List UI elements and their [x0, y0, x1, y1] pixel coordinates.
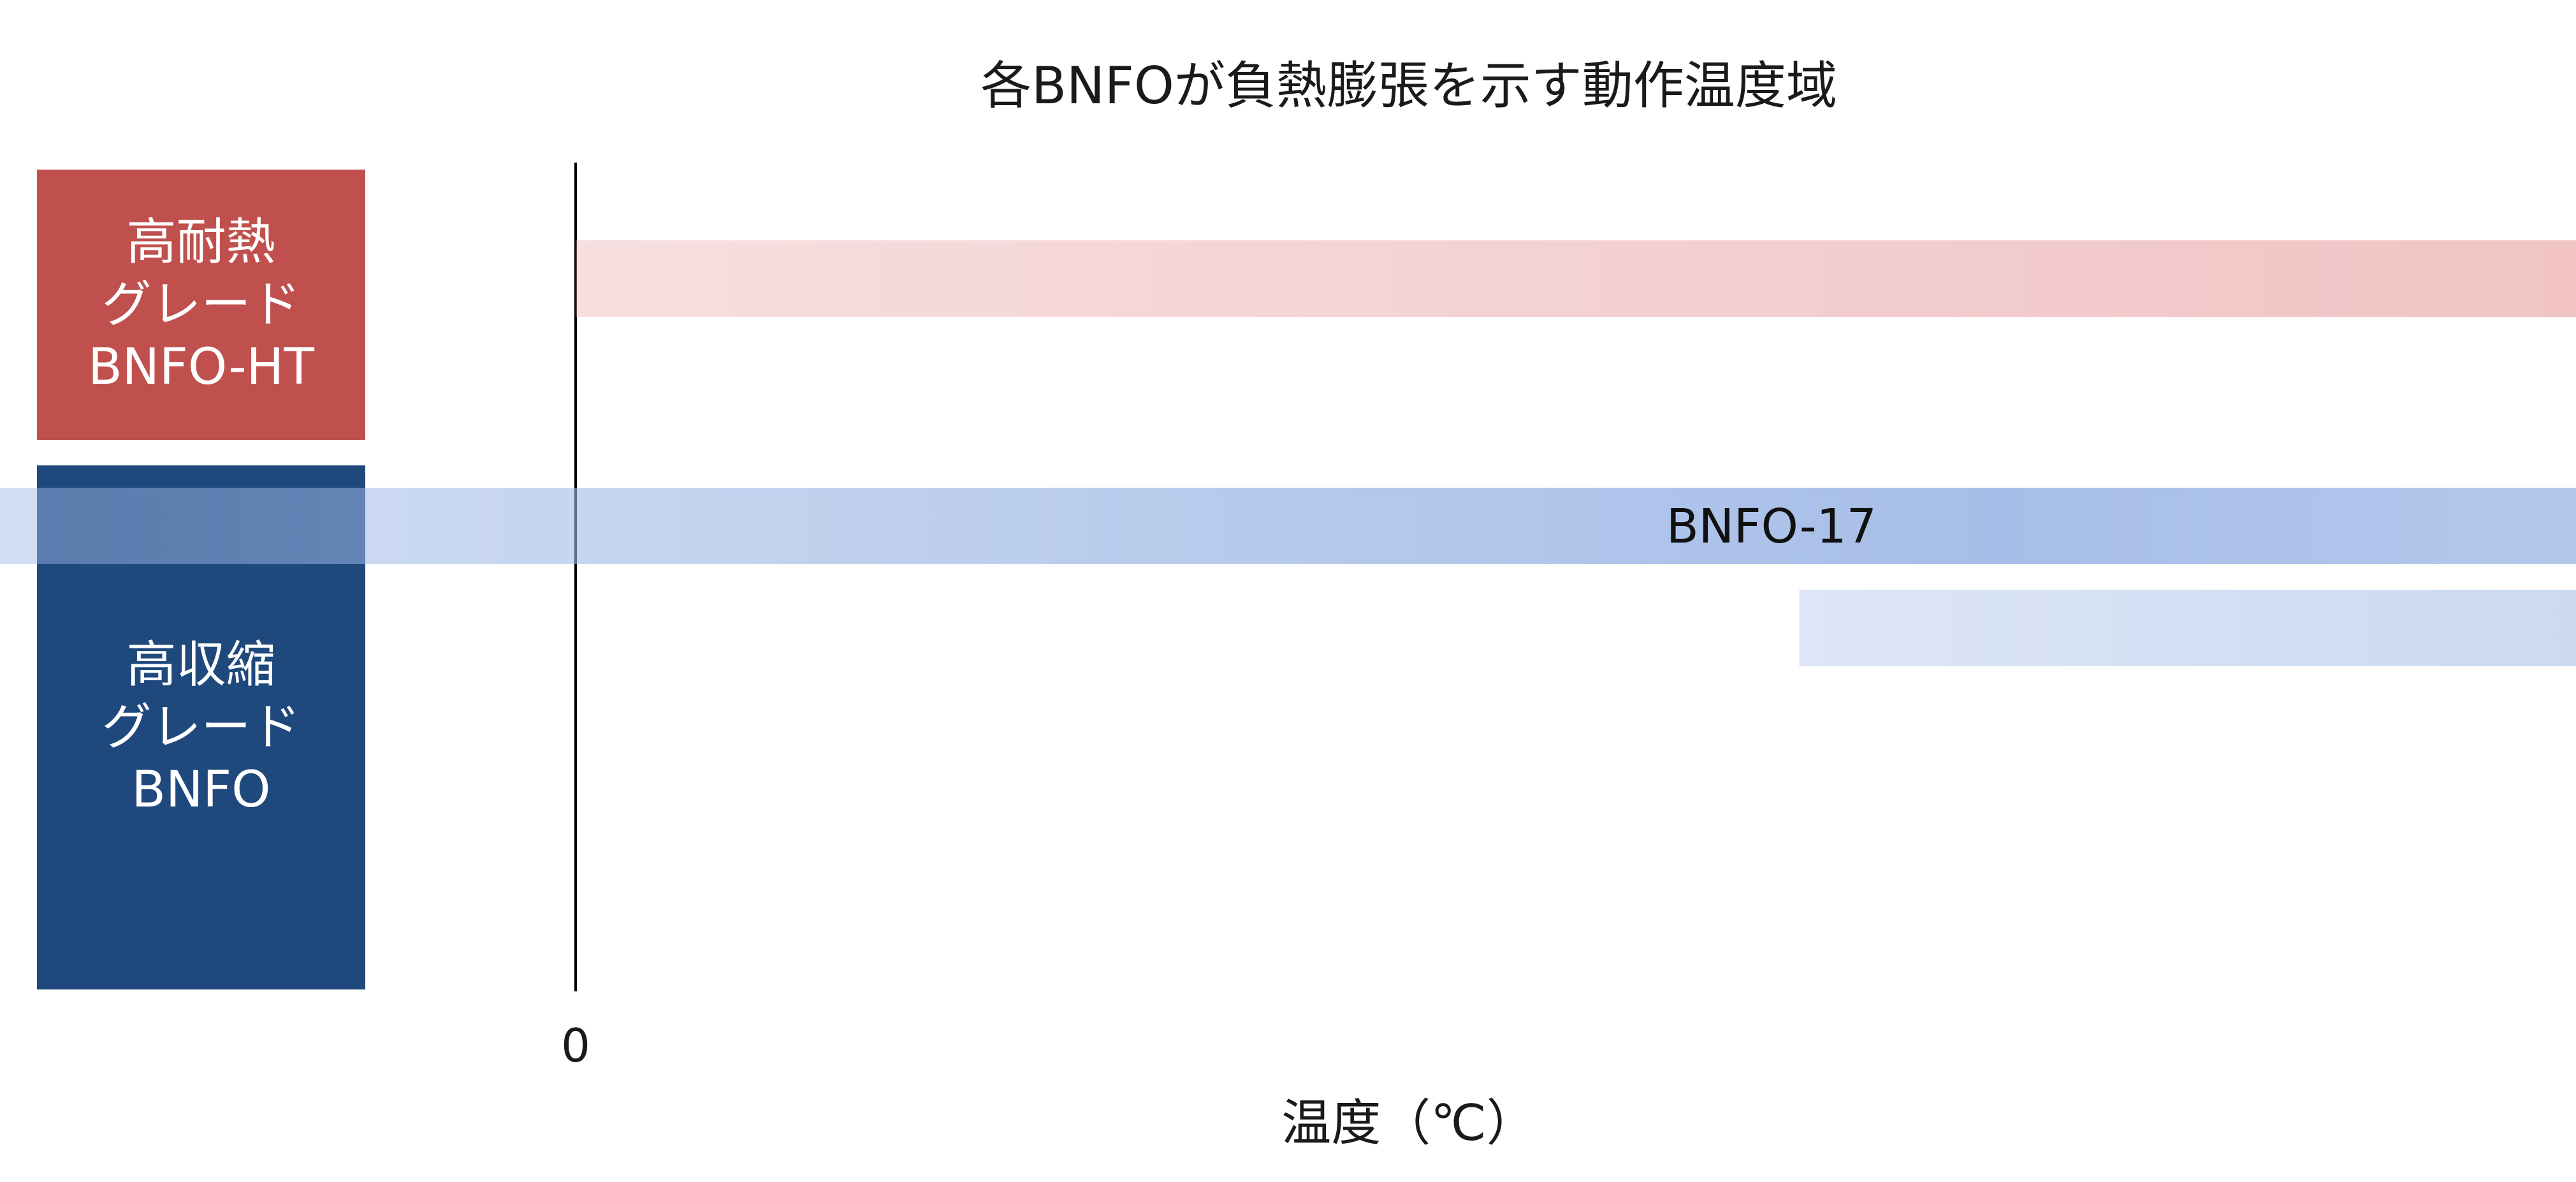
x-tick-label: 0	[561, 1019, 590, 1072]
group-label-line: グレード	[101, 276, 300, 333]
group-label-line: 高耐熱	[126, 214, 275, 271]
chart-title: 各BNFOが負熱膨張を示す動作温度域	[980, 56, 1837, 115]
range-bars: BNFO-HT24BNFO-HT40BNFO-17BNFO-15BNFO-12B…	[0, 240, 2576, 666]
group-label-line: BNFO-HT	[88, 339, 314, 396]
range-bar	[0, 488, 2576, 564]
group-label-line: BNFO	[131, 761, 270, 819]
x-axis-title: 温度（℃）	[1281, 1095, 1536, 1152]
range-bar	[576, 240, 2576, 317]
group-box-high-heat	[37, 170, 365, 440]
range-bar	[1799, 590, 2576, 666]
x-tick-labels: 020406080100120140160	[561, 1019, 590, 1072]
bar-label: BNFO-17	[1666, 499, 1877, 554]
group-label-line: グレード	[101, 699, 300, 756]
group-label-line: 高収縮	[126, 636, 275, 694]
